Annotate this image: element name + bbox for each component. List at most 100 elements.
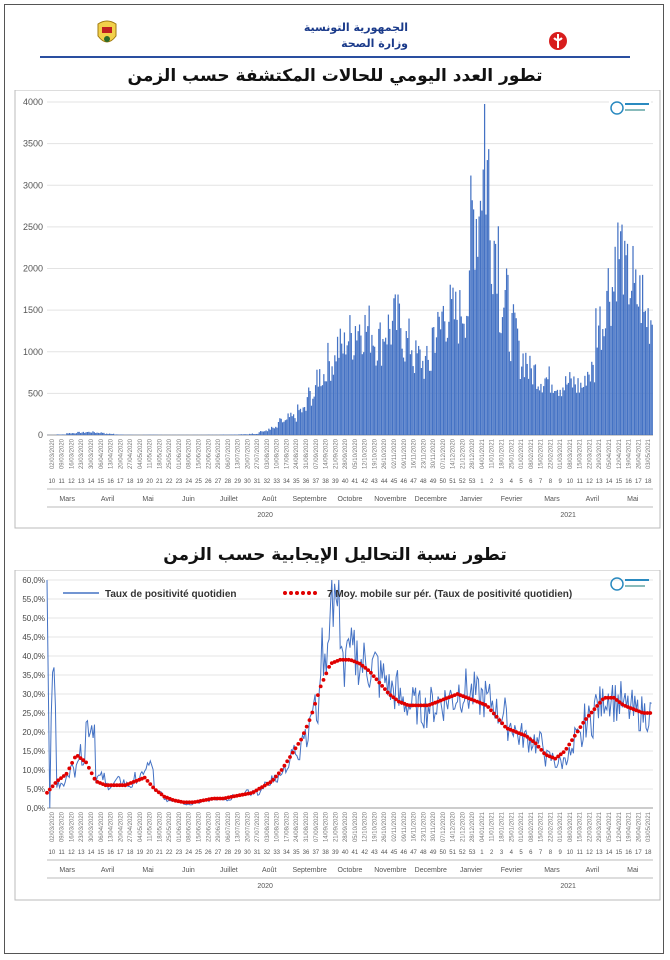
- chart1-bar: [345, 354, 347, 435]
- chart2-week-label: 28: [224, 850, 231, 856]
- chart1-bar: [457, 343, 460, 435]
- chart1-bar: [290, 412, 292, 435]
- chart2-month-label: Novembre: [374, 867, 406, 874]
- chart1-y-tick: 4000: [23, 97, 43, 107]
- chart1-bar: [648, 343, 651, 435]
- chart2-moving-avg-dot: [603, 695, 608, 700]
- chart1-bar: [280, 418, 282, 435]
- chart2-moving-avg-dot: [142, 775, 147, 780]
- chart1-bar: [609, 301, 611, 435]
- chart2-legend-dot: [283, 591, 287, 595]
- chart2-moving-avg-dot: [207, 797, 211, 802]
- chart2-week-label: 14: [88, 850, 95, 856]
- chart2-moving-avg-dot: [262, 783, 267, 788]
- chart1-bar: [259, 431, 262, 435]
- chart1-bar: [353, 355, 355, 435]
- chart2-week-label: 38: [322, 850, 329, 856]
- chart1-bar: [526, 363, 528, 435]
- chart1-bar: [331, 366, 333, 435]
- chart2-month-label: Mars: [544, 867, 560, 874]
- chart1-bar: [396, 330, 398, 435]
- chart1-week-label: 20: [146, 479, 153, 485]
- chart1-bar: [357, 331, 359, 435]
- chart1-bar: [573, 376, 575, 435]
- chart2-week-label: 27: [215, 850, 222, 856]
- chart1-bar: [519, 379, 521, 435]
- chart2-moving-avg-dot: [246, 791, 251, 796]
- chart1-bar: [650, 320, 652, 435]
- chart2-moving-avg-dot: [598, 700, 602, 705]
- chart1-bar: [376, 360, 379, 435]
- chart1-bar: [431, 327, 433, 435]
- chart1-date-label: 24/08/2020: [294, 438, 300, 469]
- chart1-bar: [595, 308, 597, 435]
- chart1-bar: [599, 306, 601, 435]
- chart1-bar: [246, 434, 248, 435]
- chart1-bar: [621, 224, 623, 435]
- chart2-moving-avg-dot: [642, 711, 647, 715]
- chart2-date-label: 25/05/2020: [167, 811, 173, 842]
- chart1-bar: [84, 432, 86, 435]
- chart2-week-label: 30: [244, 850, 251, 856]
- chart1-week-label: 42: [361, 479, 368, 485]
- chart2-moving-avg-dot: [343, 657, 348, 662]
- chart1-y-tick: 1000: [23, 347, 43, 357]
- chart2-moving-avg-dot: [296, 742, 301, 746]
- chart1-bar: [310, 405, 313, 435]
- chart1-bar: [369, 352, 372, 435]
- chart1-bar: [440, 329, 442, 435]
- chart2-y-tick: 20,0%: [22, 728, 45, 737]
- chart2-moving-avg-dot: [201, 798, 206, 803]
- chart1-bar: [335, 361, 337, 435]
- chart2-week-label: 51: [449, 850, 456, 856]
- chart1-bar: [559, 389, 561, 435]
- chart2-week-label: 25: [195, 850, 202, 856]
- chart2-date-label: 18/01/2021: [500, 811, 506, 842]
- chart1-date-label: 02/11/2020: [392, 438, 398, 468]
- chart2-moving-avg-dot: [620, 702, 625, 707]
- chart1-bar: [96, 432, 98, 435]
- chart1-week-label: 3: [500, 479, 504, 485]
- chart1-bar: [393, 298, 395, 435]
- chart1-bar: [449, 284, 451, 435]
- chart2-moving-avg-dot: [290, 750, 295, 755]
- chart1-bar: [291, 416, 293, 435]
- chart2-moving-avg-dot: [413, 703, 418, 708]
- chart1-date-label: 27/04/2020: [128, 438, 134, 469]
- chart1-bar: [99, 433, 101, 435]
- chart2-title: تطور نسبة التحاليل الإيجابية حسب الزمن: [163, 545, 507, 565]
- chart2-date-label: 12/10/2020: [363, 811, 369, 842]
- chart1-bar: [298, 410, 300, 435]
- chart1-week-label: 49: [430, 479, 437, 485]
- chart2-week-label: 36: [303, 850, 310, 856]
- chart1-bar: [600, 349, 603, 435]
- chart1-bar: [90, 432, 93, 435]
- chart1-bar: [374, 346, 376, 435]
- chart2-moving-avg-dot: [578, 725, 583, 729]
- chart1-bar: [622, 294, 625, 435]
- chart2-month-label: Janvier: [460, 867, 483, 874]
- chart2-moving-avg-dot: [67, 766, 72, 771]
- ministry-line-2: وزارة الصحة: [341, 37, 408, 50]
- chart1-bar: [468, 270, 471, 435]
- chart1-bar: [485, 214, 487, 435]
- chart1-date-label: 17/08/2020: [284, 438, 290, 469]
- chart2-y-tick: 50,0%: [22, 614, 45, 623]
- chart1-date-label: 23/11/2020: [421, 438, 427, 468]
- chart1-bar: [328, 361, 330, 435]
- chart1-bar: [352, 359, 354, 435]
- chart2-moving-avg-dot: [525, 735, 530, 739]
- chart1-month-label: Mai: [142, 496, 154, 503]
- chart2-moving-avg-dot: [391, 695, 396, 700]
- chart2-week-label: 52: [459, 850, 466, 856]
- chart2-week-label: 5: [519, 850, 523, 856]
- chart1-date-label: 26/04/2021: [636, 438, 642, 469]
- chart2-moving-avg-dot: [321, 678, 326, 682]
- chart1-week-label: 10: [567, 479, 574, 485]
- chart1-bar: [511, 313, 513, 435]
- chart2-date-label: 01/02/2021: [519, 811, 525, 842]
- chart1-date-label: 16/11/2020: [412, 438, 418, 468]
- chart2-week-label: 15: [615, 850, 622, 856]
- chart1-bar: [86, 432, 89, 435]
- chart1-date-label: 18/05/2020: [157, 438, 163, 469]
